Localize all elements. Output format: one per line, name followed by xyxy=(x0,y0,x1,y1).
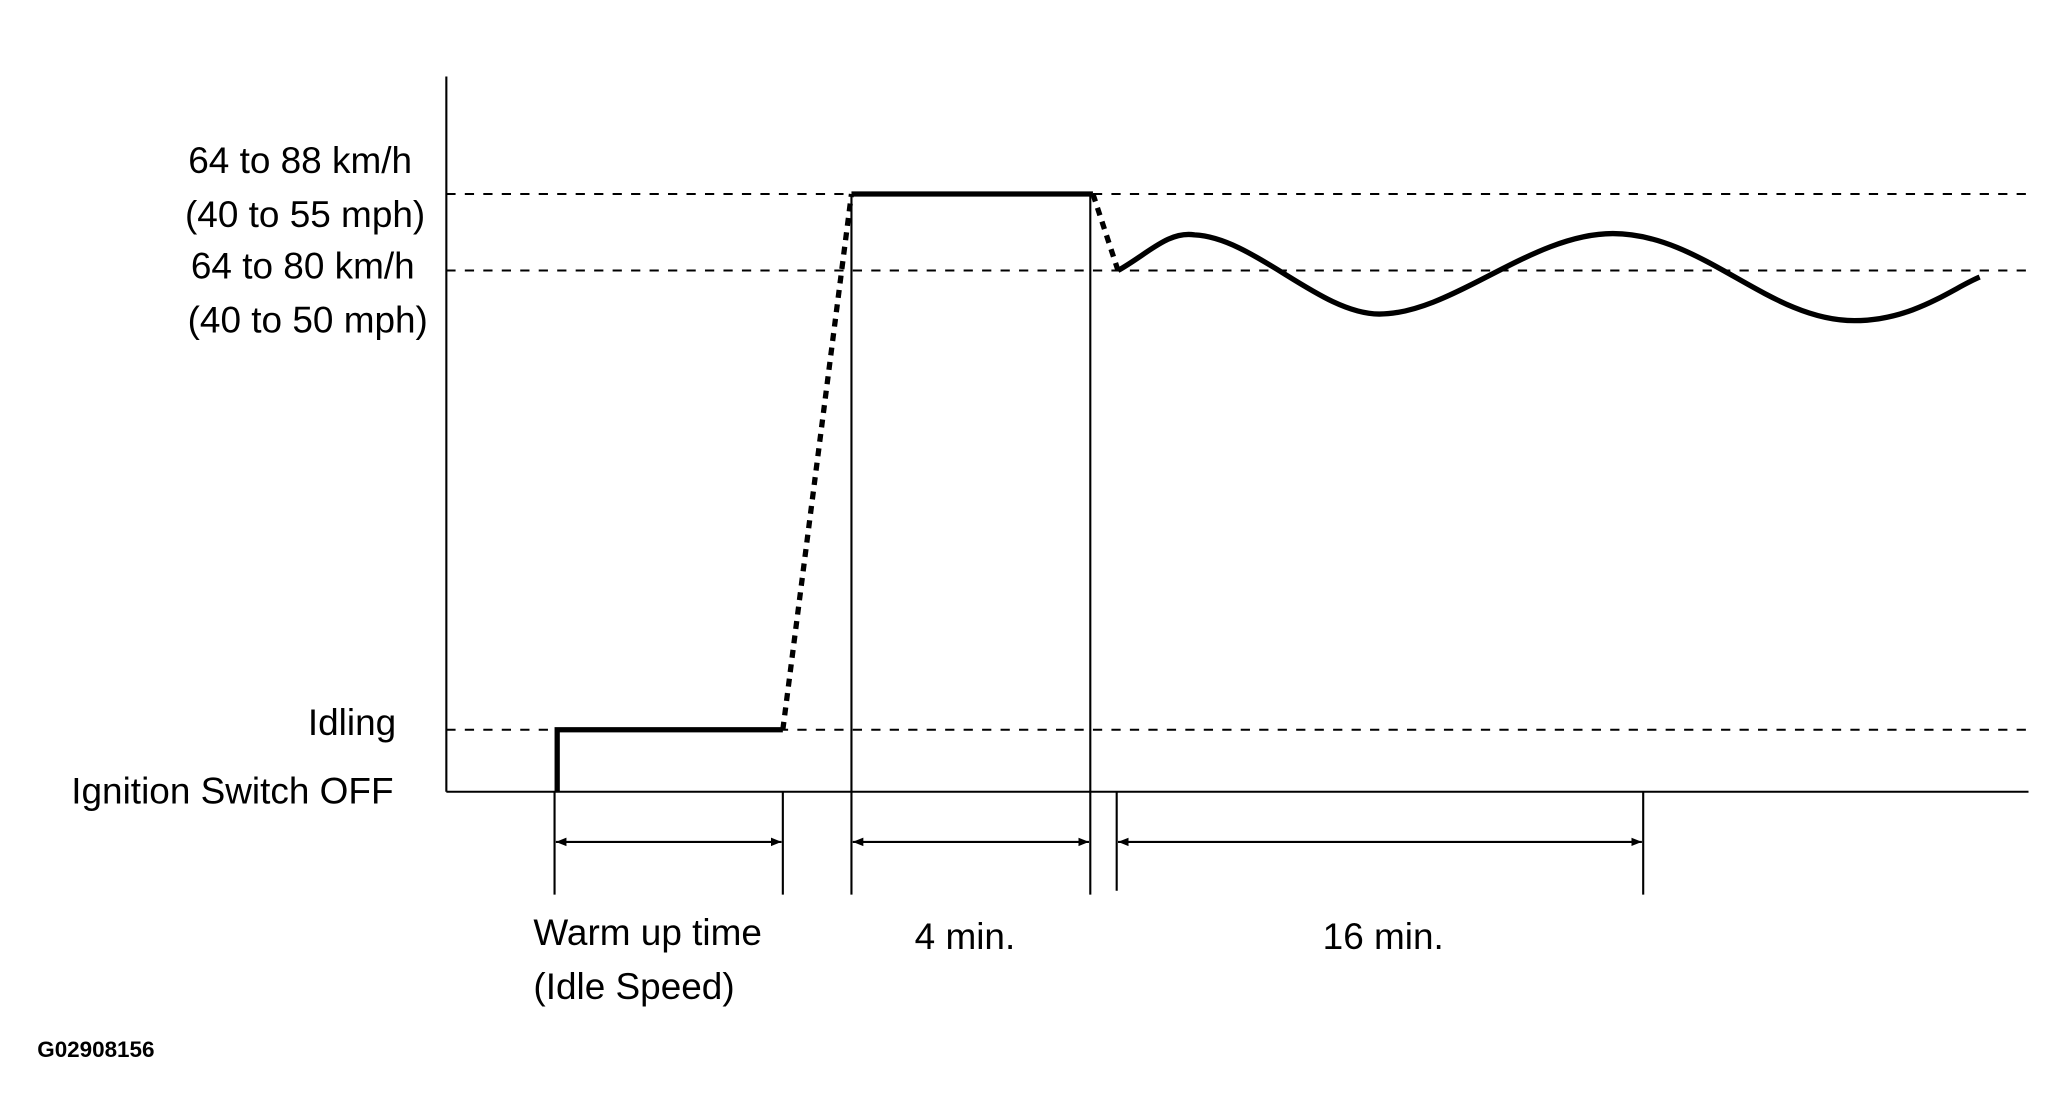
interval-label: 16 min. xyxy=(1323,916,1444,957)
level-label: 64 to 80 km/h xyxy=(191,245,415,286)
interval-sublabel: (Idle Speed) xyxy=(533,966,734,1007)
figure-id: G02908156 xyxy=(37,1037,154,1062)
level-label: 64 to 88 km/h xyxy=(188,140,412,181)
interval-label: 4 min. xyxy=(915,916,1016,957)
speed-profile xyxy=(554,191,1981,792)
level-sublabel: (40 to 50 mph) xyxy=(188,300,428,341)
level-label: Ignition Switch OFF xyxy=(71,771,393,812)
interval-guides xyxy=(553,193,1645,895)
level-sublabel: (40 to 55 mph) xyxy=(185,194,425,235)
interval-label: Warm up time xyxy=(533,912,762,953)
level-label: Idling xyxy=(308,702,396,743)
